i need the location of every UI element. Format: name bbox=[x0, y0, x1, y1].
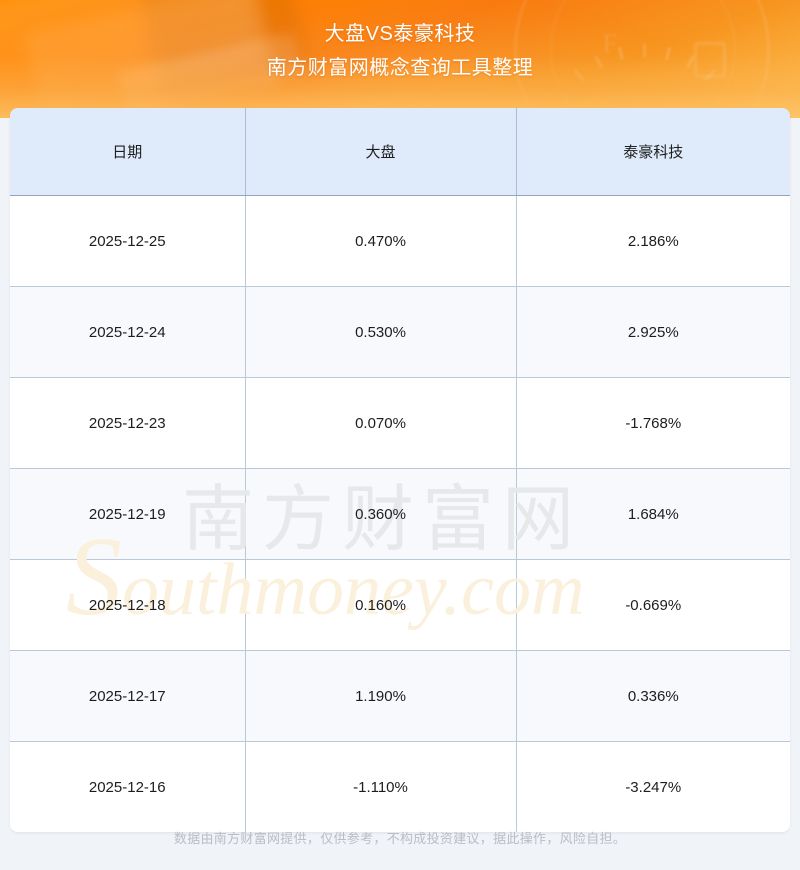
cell-date: 2025-12-16 bbox=[10, 741, 246, 832]
table-row: 2025-12-18 0.160% -0.669% bbox=[10, 559, 790, 651]
cell-index: 0.070% bbox=[245, 377, 517, 469]
table-row: 2025-12-23 0.070% -1.768% bbox=[10, 377, 790, 469]
comparison-table: 日期 大盘 泰豪科技 2025-12-25 0.470% 2.186% 2025… bbox=[10, 108, 790, 832]
cell-index: 0.360% bbox=[245, 468, 517, 560]
cell-stock: 1.684% bbox=[516, 468, 790, 560]
comparison-table-card: 南方财富网 Southmoney.com 日期 大盘 泰豪科技 2025-12-… bbox=[10, 108, 790, 832]
column-header-date[interactable]: 日期 bbox=[10, 108, 246, 196]
table-row: 2025-12-16 -1.110% -3.247% bbox=[10, 741, 790, 832]
column-header-stock[interactable]: 泰豪科技 bbox=[516, 108, 790, 196]
cell-date: 2025-12-25 bbox=[10, 195, 246, 287]
table-row: 2025-12-24 0.530% 2.925% bbox=[10, 286, 790, 378]
cell-date: 2025-12-17 bbox=[10, 650, 246, 742]
cell-date: 2025-12-19 bbox=[10, 468, 246, 560]
column-header-index[interactable]: 大盘 bbox=[245, 108, 517, 196]
page-banner: F 大盘VS泰豪科技 南方财富网概念查询工具整理 bbox=[0, 0, 800, 118]
cell-index: 1.190% bbox=[245, 650, 517, 742]
banner-title-group: 大盘VS泰豪科技 南方财富网概念查询工具整理 bbox=[0, 0, 800, 83]
cell-index: 0.470% bbox=[245, 195, 517, 287]
cell-stock: -0.669% bbox=[516, 559, 790, 651]
cell-index: -1.110% bbox=[245, 741, 517, 832]
cell-date: 2025-12-18 bbox=[10, 559, 246, 651]
footer-disclaimer: 数据由南方财富网提供，仅供参考，不构成投资建议，据此操作，风险自担。 bbox=[173, 831, 627, 846]
cell-index: 0.530% bbox=[245, 286, 517, 378]
table-row: 2025-12-25 0.470% 2.186% bbox=[10, 195, 790, 287]
table-row: 2025-12-19 0.360% 1.684% bbox=[10, 468, 790, 560]
cell-stock: -1.768% bbox=[516, 377, 790, 469]
table-row: 2025-12-17 1.190% 0.336% bbox=[10, 650, 790, 742]
cell-date: 2025-12-23 bbox=[10, 377, 246, 469]
cell-date: 2025-12-24 bbox=[10, 286, 246, 378]
table-header: 日期 大盘 泰豪科技 bbox=[10, 108, 790, 196]
table-body: 2025-12-25 0.470% 2.186% 2025-12-24 0.53… bbox=[10, 195, 790, 832]
page-title: 大盘VS泰豪科技 bbox=[324, 23, 476, 45]
cell-index: 0.160% bbox=[245, 559, 517, 651]
cell-stock: 2.186% bbox=[516, 195, 790, 287]
cell-stock: -3.247% bbox=[625, 778, 682, 796]
table-header-row: 日期 大盘 泰豪科技 bbox=[10, 108, 790, 196]
banner-background-image: F bbox=[0, 0, 800, 118]
cell-stock: 2.925% bbox=[516, 286, 790, 378]
cell-stock: 0.336% bbox=[516, 650, 790, 742]
page-subtitle: 南方财富网概念查询工具整理 bbox=[266, 57, 534, 79]
